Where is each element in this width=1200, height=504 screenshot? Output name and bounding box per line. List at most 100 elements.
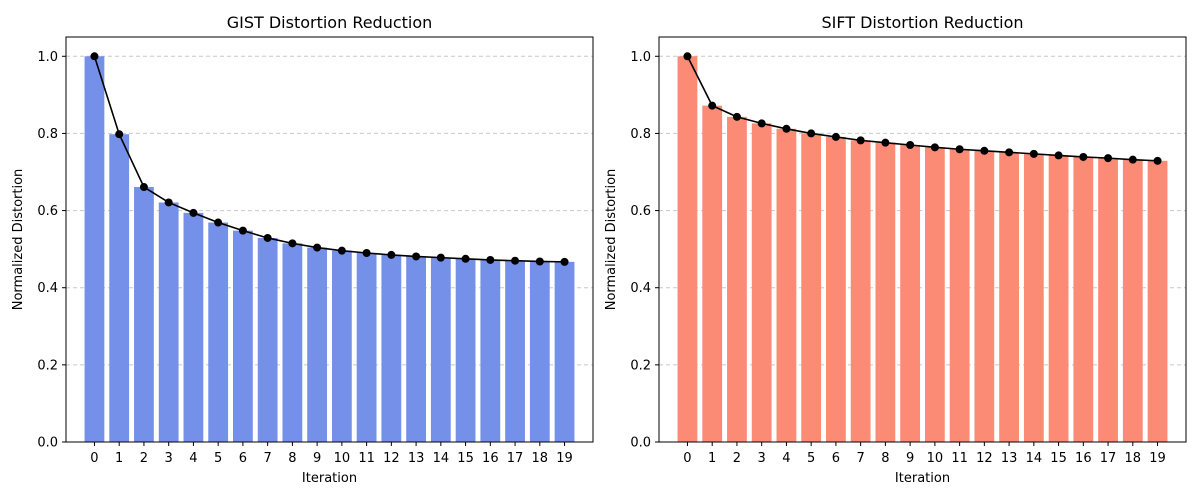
x-tick-label: 10: [927, 451, 944, 466]
chart-title: SIFT Distortion Reduction: [821, 13, 1023, 32]
bar: [356, 253, 377, 442]
data-point: [955, 145, 964, 154]
x-axis-label: Iteration: [895, 471, 950, 486]
bar: [84, 56, 105, 443]
gist-chart-panel: GIST Distortion Reduction Iteration Norm…: [11, 13, 594, 486]
bar: [331, 250, 352, 442]
data-point: [980, 146, 989, 155]
x-tick-label: 2: [140, 451, 148, 466]
data-point: [881, 138, 890, 147]
data-point: [732, 112, 741, 121]
y-tick-label: 0.6: [630, 204, 651, 219]
bar: [1122, 159, 1143, 442]
bar: [949, 149, 970, 442]
bar: [677, 56, 698, 443]
x-tick-label: 17: [507, 451, 524, 466]
data-point: [486, 255, 495, 264]
data-point: [1054, 151, 1063, 160]
x-tick-label: 8: [881, 451, 889, 466]
bar: [109, 134, 130, 442]
bar: [1098, 158, 1118, 442]
x-tick-label: 7: [857, 451, 865, 466]
y-tick-label: 0.4: [630, 281, 651, 296]
chart-title: GIST Distortion Reduction: [227, 13, 433, 32]
data-point: [1153, 156, 1162, 165]
data-point: [535, 257, 544, 266]
series-line: [93, 56, 565, 263]
x-axis-label: Iteration: [302, 471, 357, 486]
x-tick-label: 3: [165, 451, 173, 466]
x-tick-label: 2: [733, 451, 741, 466]
x-tick-label: 9: [313, 451, 321, 466]
x-tick-label: 15: [1050, 451, 1067, 466]
x-tick-label: 12: [976, 451, 993, 466]
bar: [208, 222, 229, 442]
x-tick-label: 4: [782, 451, 790, 466]
data-point: [1029, 149, 1038, 158]
x-tick-label: 13: [1001, 451, 1018, 466]
data-point: [831, 132, 840, 141]
x-tick-label: 11: [951, 451, 968, 466]
data-point: [238, 226, 247, 235]
bar: [974, 150, 995, 443]
data-point: [90, 52, 99, 61]
data-point: [214, 218, 223, 227]
bar: [751, 123, 772, 443]
bar: [257, 237, 278, 442]
y-axis-label: Normalized Distortion: [11, 169, 26, 311]
y-tick-label: 0.8: [630, 127, 651, 142]
bar: [776, 128, 797, 443]
bar: [233, 230, 253, 442]
y-tick-label: 1.0: [37, 50, 58, 65]
bar: [875, 142, 896, 442]
bar: [307, 247, 328, 442]
data-point: [412, 252, 421, 261]
x-tick-label: 6: [239, 451, 247, 466]
y-tick-label: 1.0: [630, 50, 651, 65]
x-tick-label: 9: [906, 451, 914, 466]
data-point: [906, 141, 915, 149]
x-tick-label: 12: [383, 451, 400, 466]
x-tick-label: 6: [832, 451, 840, 466]
bar: [924, 147, 945, 443]
data-point: [337, 246, 346, 255]
data-point: [461, 254, 470, 263]
x-tick-label: 5: [807, 451, 815, 466]
x-tick-label: 1: [708, 451, 716, 466]
data-point: [560, 257, 569, 266]
bar: [999, 152, 1019, 443]
bar: [801, 133, 822, 442]
bar: [1023, 153, 1044, 442]
bar: [1147, 160, 1168, 443]
data-point: [708, 101, 717, 110]
bar: [529, 261, 550, 442]
x-tick-label: 0: [683, 451, 691, 466]
bar: [282, 243, 303, 442]
sift-chart-panel: SIFT Distortion Reduction Iteration Norm…: [604, 13, 1187, 486]
bar: [554, 261, 575, 442]
axes-frame: [658, 36, 1187, 443]
data-point: [263, 233, 272, 242]
y-tick-label: 0.6: [37, 204, 58, 219]
x-tick-label: 4: [189, 451, 197, 466]
y-tick-label: 0.2: [37, 358, 58, 373]
bar: [826, 136, 846, 442]
y-tick-label: 0.4: [37, 281, 58, 296]
x-tick-label: 16: [482, 451, 499, 466]
bar: [480, 259, 501, 442]
y-tick-label: 0.8: [37, 127, 58, 142]
axes-frame: [65, 36, 594, 443]
x-tick-label: 18: [532, 451, 549, 466]
bar: [158, 202, 179, 442]
data-point: [387, 250, 396, 259]
x-tick-label: 14: [433, 451, 450, 466]
x-tick-label: 14: [1026, 451, 1043, 466]
bar: [406, 256, 426, 442]
bar: [900, 145, 921, 442]
data-point: [1005, 148, 1014, 157]
x-tick-label: 19: [1149, 451, 1166, 466]
y-axis-label: Normalized Distortion: [604, 169, 619, 311]
data-point: [511, 256, 520, 265]
data-point: [436, 253, 445, 262]
